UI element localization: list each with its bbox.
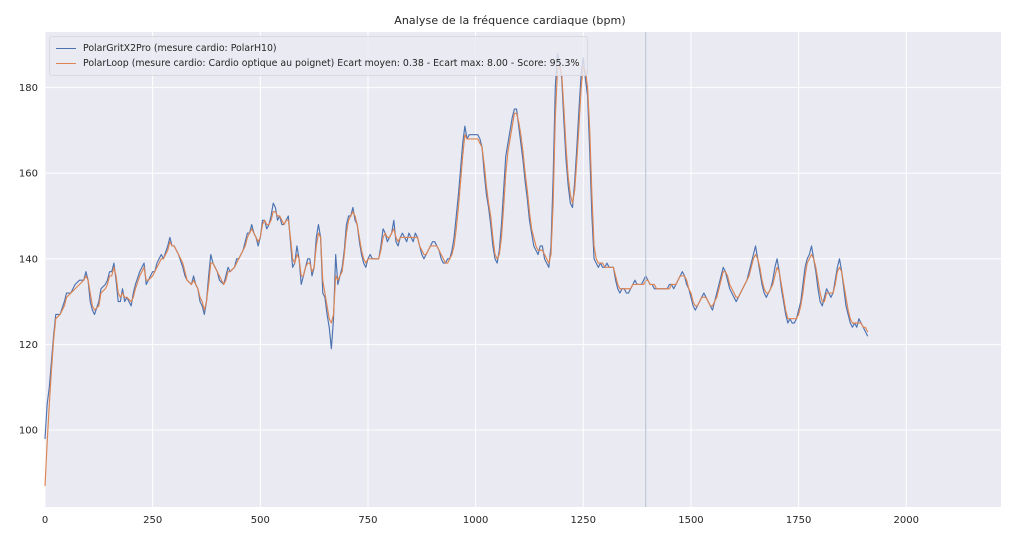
x-tick-label: 250 <box>143 515 162 526</box>
y-tick-label: 100 <box>19 425 38 436</box>
legend-label-series-2: PolarLoop (mesure cardio: Cardio optique… <box>83 58 580 69</box>
y-tick-label: 140 <box>19 254 38 265</box>
x-tick-label: 0 <box>42 515 48 526</box>
x-tick-label: 750 <box>358 515 377 526</box>
legend-swatch-series-2 <box>56 63 76 64</box>
legend-row-series-2: PolarLoop (mesure cardio: Cardio optique… <box>56 56 579 71</box>
plot-background <box>45 32 1001 507</box>
y-ticks: 100 120 140 160 180 <box>19 83 38 436</box>
y-tick-label: 180 <box>19 83 38 94</box>
x-tick-label: 1000 <box>463 515 488 526</box>
legend: PolarGritX2Pro (mesure cardio: PolarH10)… <box>49 36 589 76</box>
y-tick-label: 120 <box>19 340 38 351</box>
x-tick-label: 1750 <box>786 515 811 526</box>
y-tick-label: 160 <box>19 169 38 180</box>
x-tick-label: 2000 <box>894 515 919 526</box>
legend-swatch-series-1 <box>56 48 76 49</box>
legend-row-series-1: PolarGritX2Pro (mesure cardio: PolarH10) <box>56 41 579 56</box>
grid-y <box>45 87 1001 431</box>
x-tick-label: 500 <box>251 515 270 526</box>
series-line-1 <box>44 52 869 440</box>
legend-label-series-1: PolarGritX2Pro (mesure cardio: PolarH10) <box>83 43 277 54</box>
x-tick-label: 1500 <box>678 515 703 526</box>
x-ticks: 0 250 500 750 1000 1250 1500 1750 2000 <box>42 515 919 526</box>
chart-title: Analyse de la fréquence cardiaque (bpm) <box>394 14 626 27</box>
series-line-2 <box>44 65 869 487</box>
series-layer <box>44 52 869 487</box>
x-tick-label: 1250 <box>571 515 596 526</box>
grid-x <box>44 32 907 507</box>
